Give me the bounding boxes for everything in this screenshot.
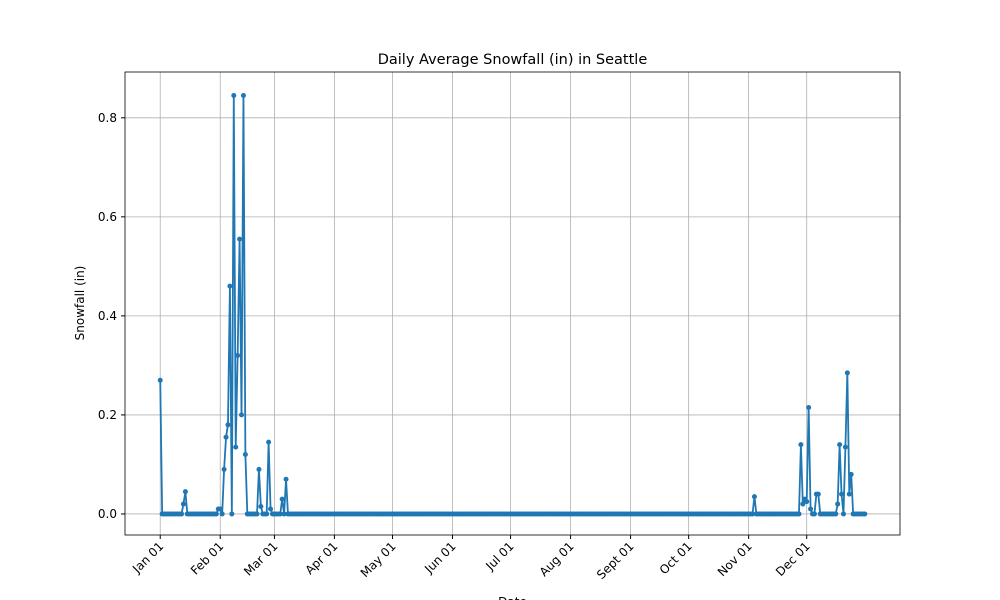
data-point (846, 491, 852, 497)
data-point (798, 442, 804, 448)
x-axis-label: Date (498, 595, 527, 600)
data-point (223, 434, 229, 440)
data-point (254, 511, 260, 517)
data-point (835, 501, 841, 507)
x-tick-label: Jan 01 (129, 539, 166, 576)
data-point (840, 511, 846, 517)
chart-title: Daily Average Snowfall (in) in Seattle (378, 52, 648, 68)
data-point (221, 466, 227, 472)
x-tick-label: Jul 01 (482, 539, 516, 573)
data-point (281, 511, 287, 517)
data-point (239, 412, 245, 418)
data-point (268, 506, 274, 512)
data-point (157, 377, 163, 383)
data-point (842, 444, 848, 450)
data-point (258, 504, 264, 510)
series-line (159, 94, 865, 515)
data-point (229, 511, 235, 517)
data-point (796, 511, 802, 517)
data-point (264, 511, 270, 517)
x-tick-label: Dec 01 (773, 539, 813, 579)
x-tick-label: May 01 (358, 539, 399, 580)
data-point (800, 501, 806, 507)
data-point (862, 511, 868, 517)
y-tick-label: 0.4 (98, 309, 117, 323)
y-tick-label: 0.0 (98, 507, 117, 521)
data-point (750, 511, 756, 517)
data-point (219, 511, 225, 517)
x-tick-label: Apr 01 (302, 539, 340, 577)
data-point (217, 506, 223, 512)
data-point (213, 511, 219, 517)
data-point (180, 501, 186, 507)
x-tick-label: Feb 01 (188, 539, 226, 577)
y-axis-label: Snowfall (in) (73, 266, 87, 341)
data-point (237, 236, 243, 242)
data-point (811, 511, 817, 517)
data-point (235, 352, 241, 358)
x-tick-label: Aug 01 (537, 539, 577, 579)
x-tick-label: Jun 01 (421, 539, 458, 576)
data-point (848, 471, 854, 477)
data-point (182, 489, 188, 495)
data-point (751, 494, 757, 500)
data-point (283, 476, 289, 482)
data-point (179, 511, 185, 517)
data-point (240, 93, 246, 99)
data-point (806, 404, 812, 410)
y-tick-label: 0.2 (98, 408, 117, 422)
data-point (804, 499, 810, 505)
x-tick-label: Nov 01 (715, 539, 755, 579)
data-point (227, 283, 233, 289)
y-tick-label: 0.6 (98, 210, 117, 224)
data-point (225, 422, 231, 428)
data-point (833, 511, 839, 517)
data-point (242, 452, 248, 458)
data-point (233, 444, 239, 450)
data-point (839, 491, 845, 497)
data-point (837, 442, 843, 448)
x-tick-label: Mar 01 (241, 539, 280, 578)
data-point (844, 370, 850, 376)
data-point (815, 491, 821, 497)
data-point (279, 496, 285, 502)
y-tick-label: 0.8 (98, 111, 117, 125)
data-point (266, 439, 272, 445)
x-tick-label: Sept 01 (594, 539, 637, 582)
data-point (256, 466, 262, 472)
plot-frame (124, 71, 901, 536)
data-point (277, 511, 283, 517)
data-point (231, 93, 237, 99)
data-point (808, 506, 814, 512)
x-tick-label: Oct 01 (657, 539, 695, 577)
